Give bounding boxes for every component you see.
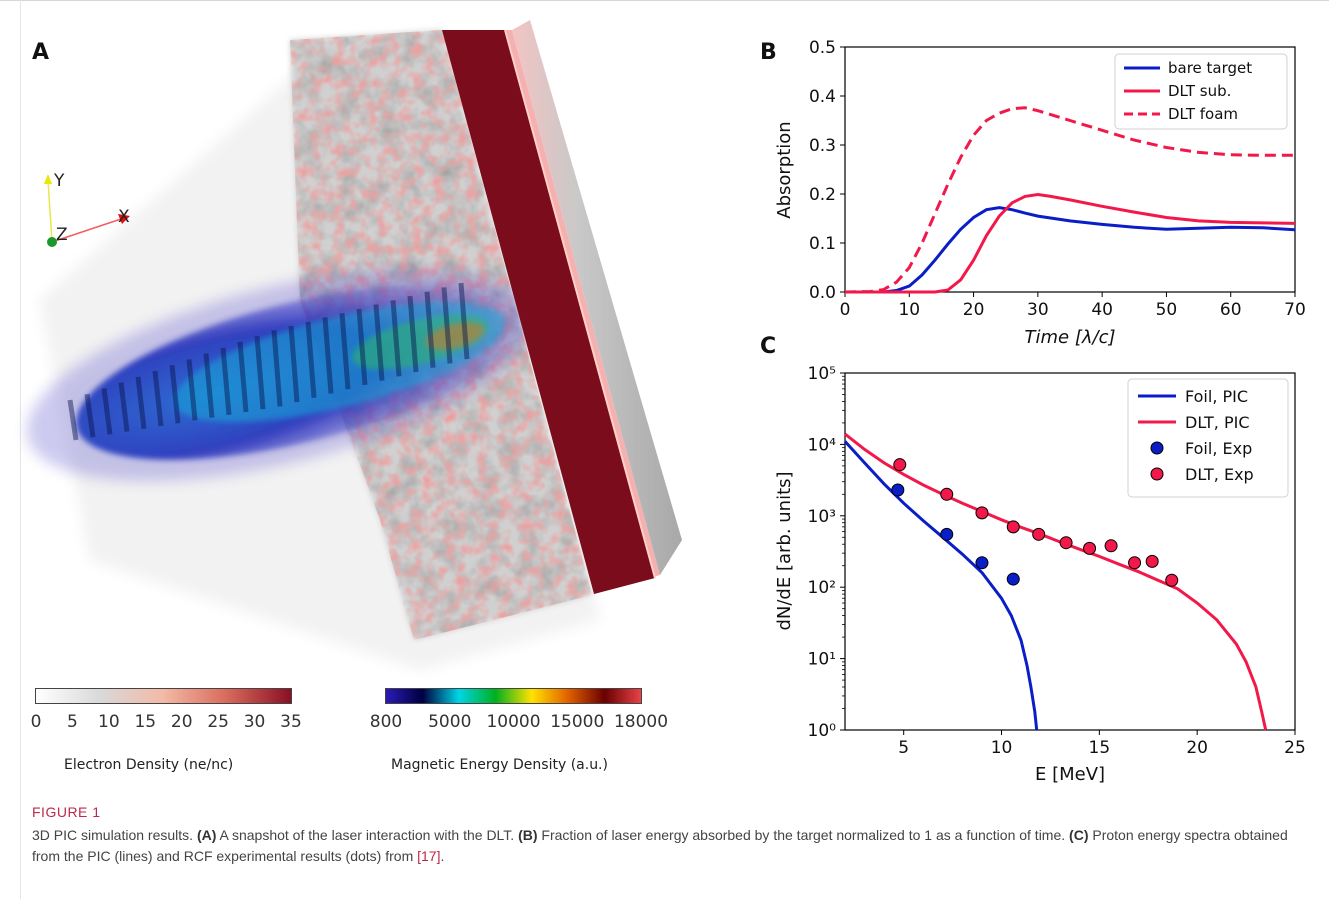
plot-c-data-point bbox=[941, 528, 953, 540]
plot-c-xtick-label: 25 bbox=[1284, 738, 1306, 758]
plot-c-xtick-label: 5 bbox=[898, 738, 909, 758]
plot-c-legend-label: DLT, Exp bbox=[1185, 465, 1254, 484]
plot-c-data-point bbox=[976, 557, 988, 569]
plot-c-data-point bbox=[1129, 557, 1141, 569]
plot-c-data-point bbox=[1146, 555, 1158, 567]
caption-c-tag: (C) bbox=[1069, 827, 1088, 843]
plot-c-ytick-label: 10⁵ bbox=[808, 364, 836, 384]
plot-c-data-point bbox=[1033, 528, 1045, 540]
plot-c-legend-swatch bbox=[1151, 442, 1163, 454]
plot-c-data-point bbox=[1007, 521, 1019, 533]
plot-c-legend-label: Foil, PIC bbox=[1185, 387, 1248, 406]
caption-reference-link[interactable]: [17] bbox=[417, 848, 440, 864]
plot-c-data-point bbox=[1105, 540, 1117, 552]
plot-c-data-point bbox=[892, 484, 904, 496]
panel-letter-c: C bbox=[760, 334, 776, 359]
caption-a-text: A snapshot of the laser interaction with… bbox=[216, 827, 518, 843]
plot-c-xtick-label: 15 bbox=[1089, 738, 1111, 758]
plot-c-series-line bbox=[845, 441, 1037, 730]
plot-c-xtick-label: 20 bbox=[1186, 738, 1208, 758]
caption-end: . bbox=[440, 848, 444, 864]
plot-c-data-point bbox=[1007, 573, 1019, 585]
plot-c-legend: Foil, PIC DLT, PIC Foil, Exp DLT, Exp bbox=[1128, 379, 1288, 497]
caption-a-tag: (A) bbox=[197, 827, 216, 843]
caption-b-tag: (B) bbox=[518, 827, 537, 843]
plot-c-ytick-label: 10³ bbox=[808, 507, 836, 527]
plot-c-data-point bbox=[976, 507, 988, 519]
plot-c-data-point bbox=[894, 459, 906, 471]
proton-spectrum-chart: 5 10 15 20 25 10⁰ 10¹ 10² 10³ 10⁴ 10⁵ E [MeV] dN/dE … bbox=[0, 0, 1329, 800]
plot-c-legend-label: DLT, PIC bbox=[1185, 413, 1250, 432]
figure-title: FIGURE 1 bbox=[32, 804, 101, 820]
plot-c-data-point bbox=[1084, 542, 1096, 554]
plot-c-ytick-label: 10¹ bbox=[808, 650, 836, 670]
plot-c-ytick-label: 10⁰ bbox=[808, 721, 837, 741]
plot-c-data-point bbox=[1166, 574, 1178, 586]
plot-c-xlabel: E [MeV] bbox=[1035, 764, 1105, 785]
figure-caption: 3D PIC simulation results. (A) A snapsho… bbox=[32, 825, 1302, 867]
plot-c-ytick-label: 10² bbox=[808, 578, 836, 598]
plot-c-data-point bbox=[1060, 537, 1072, 549]
caption-b-text: Fraction of laser energy absorbed by the… bbox=[538, 827, 1070, 843]
plot-c-legend-swatch bbox=[1151, 468, 1163, 480]
plot-c-legend-label: Foil, Exp bbox=[1185, 439, 1252, 458]
plot-c-xtick-label: 10 bbox=[991, 738, 1013, 758]
plot-c-data-point bbox=[941, 488, 953, 500]
plot-c-ytick-label: 10⁴ bbox=[808, 435, 837, 455]
caption-lead: 3D PIC simulation results. bbox=[32, 827, 197, 843]
plot-c-ylabel: dN/dE [arb. units] bbox=[774, 471, 795, 630]
